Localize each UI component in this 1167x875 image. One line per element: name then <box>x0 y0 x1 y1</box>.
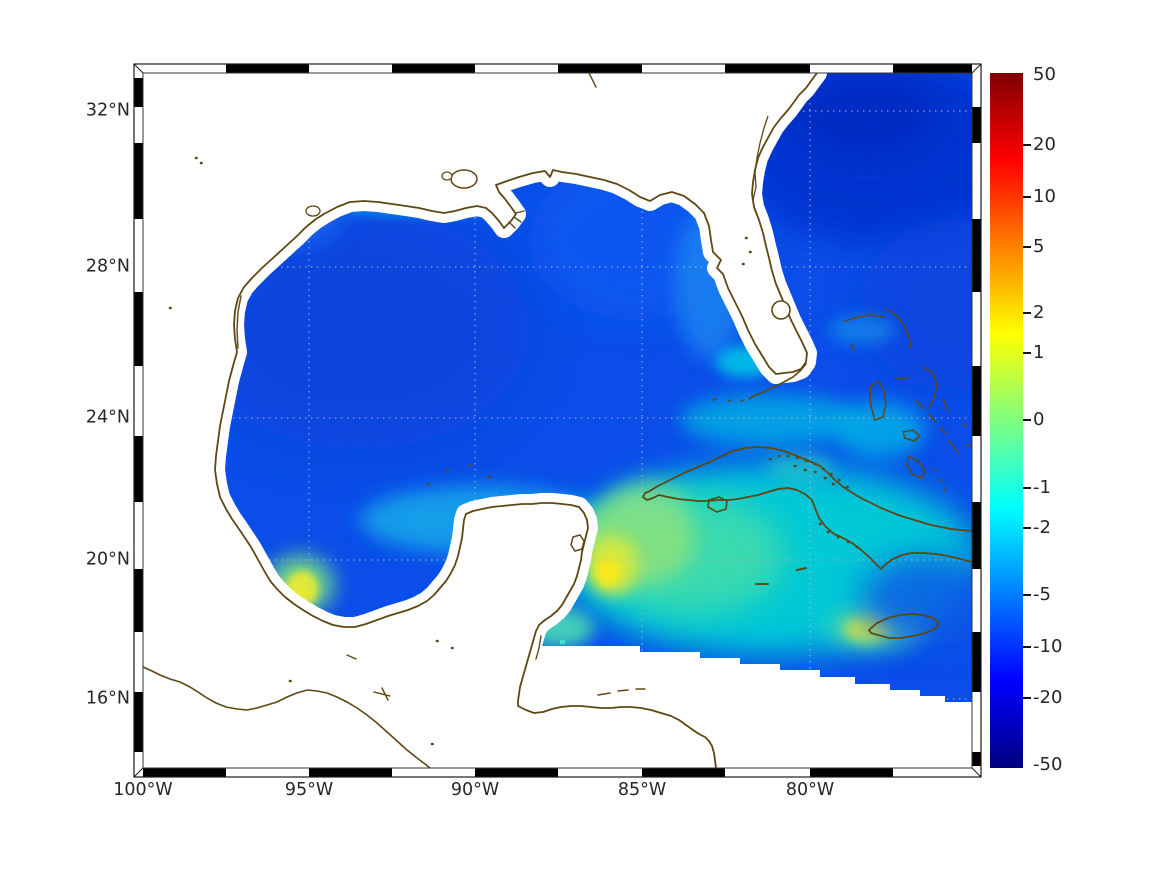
colorbar-tick-label: 0 <box>1033 409 1045 431</box>
colorbar-tick <box>1023 196 1031 198</box>
colorbar-tick <box>1023 144 1031 146</box>
island-isla-juventud <box>707 496 728 513</box>
colorbar-tick <box>1023 527 1031 529</box>
colorbar-tick-label: -1 <box>1033 477 1051 499</box>
detail-strokes <box>236 73 646 701</box>
colorbar-tick <box>1023 487 1031 489</box>
colorbar-tick-label: 20 <box>1033 134 1056 156</box>
lake-okeechobee <box>771 300 791 320</box>
colorbar-tick <box>1023 419 1031 421</box>
longitude-label: 85°W <box>617 780 667 800</box>
latitude-label: 24°N <box>85 407 130 428</box>
latitude-label: 16°N <box>85 688 130 709</box>
colorbar-tick <box>1023 697 1031 699</box>
colorbar-tick <box>1023 594 1031 596</box>
frame-tick-segments <box>134 64 981 777</box>
longitude-label: 95°W <box>284 780 334 800</box>
colorbar-tick-label: -50 <box>1033 754 1063 776</box>
longitude-label: 80°W <box>785 780 835 800</box>
island-cozumel <box>570 534 585 552</box>
colorbar <box>990 73 1023 768</box>
colorbar-tick-label: 2 <box>1033 302 1045 324</box>
colorbar-tick <box>1023 246 1031 248</box>
colorbar-tick-label: -10 <box>1033 636 1063 658</box>
frame-corner-bevels <box>133 63 982 778</box>
latitude-label: 32°N <box>85 100 130 121</box>
island-jamaica <box>867 613 941 639</box>
no-data-region-south <box>528 646 972 768</box>
colorbar-tick-label: 10 <box>1033 186 1056 208</box>
latitude-label: 20°N <box>85 549 130 570</box>
longitude-label: 100°W <box>113 780 173 800</box>
river-st-johns <box>752 115 769 212</box>
longitude-label: 90°W <box>450 780 500 800</box>
colorbar-tick-label: -2 <box>1033 517 1051 539</box>
lake-maurepas <box>441 171 453 181</box>
colorbar-tick-label: 50 <box>1033 64 1056 86</box>
colorbar-tick-label: 1 <box>1033 342 1045 364</box>
island-cuba <box>642 446 972 570</box>
latitude-label: 28°N <box>85 256 130 277</box>
coastline-pacific <box>143 666 431 768</box>
colorbar-tick <box>1023 646 1031 648</box>
island-specks <box>168 156 859 746</box>
galveston-bay <box>305 205 321 217</box>
islands-cayman <box>755 567 807 585</box>
colorbar-tick-label: -20 <box>1033 687 1063 709</box>
lake-pontchartrain <box>450 169 478 189</box>
colorbar-tick-label: 5 <box>1033 236 1045 258</box>
colorbar-tick-label: -5 <box>1033 584 1051 606</box>
florida-keys <box>712 363 807 402</box>
colorbar-tick <box>1023 312 1031 314</box>
map-frame <box>133 63 982 778</box>
islands-bahamas <box>844 308 971 492</box>
colorbar-tick <box>1023 352 1031 354</box>
mainland-landmass <box>143 73 817 768</box>
